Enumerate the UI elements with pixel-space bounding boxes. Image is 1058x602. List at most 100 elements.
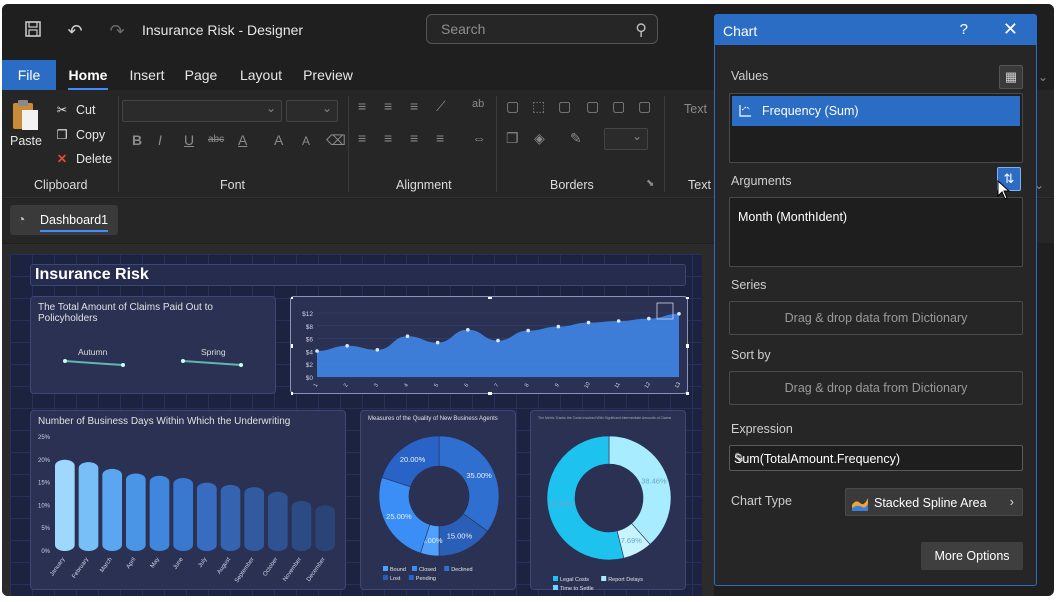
expression-field[interactable]: Sum(TotalAmount.Frequency) ✎ ⌄ <box>729 445 1023 471</box>
ribbon-expand-icon[interactable]: ⌄ <box>1038 70 1049 84</box>
align-left-icon[interactable]: ≡ <box>358 130 367 146</box>
legend-label: Report Delays <box>608 577 643 583</box>
arguments-box[interactable]: Month (MonthIdent) <box>729 197 1023 267</box>
claims-panel[interactable]: The Total Amount of Claims Paid Out to P… <box>30 296 276 394</box>
charttype-button[interactable]: Stacked Spline Area › <box>845 488 1023 516</box>
underline-icon[interactable]: U <box>184 132 195 148</box>
copy-button[interactable]: ❐ Copy <box>54 127 105 142</box>
y-tick-label: $8 <box>306 324 314 331</box>
ribbon-collapse-icon[interactable]: ⌄ <box>1034 178 1045 192</box>
border-color-icon[interactable]: ✎ <box>570 130 582 146</box>
group-label-clipboard: Clipboard <box>34 178 88 192</box>
wrap-text-icon[interactable]: ab <box>472 98 485 110</box>
tab-preview[interactable]: Preview <box>303 67 353 83</box>
fill-color-icon[interactable]: ◈ <box>534 130 545 146</box>
font-family-combo[interactable] <box>122 100 282 122</box>
paste-button[interactable]: Paste <box>10 134 42 148</box>
dashboard-canvas[interactable]: Insurance Risk The Total Amount of Claim… <box>10 254 702 596</box>
more-options-button[interactable]: More Options <box>921 542 1023 570</box>
dialog-launcher-icon[interactable]: ⬊ <box>646 178 655 189</box>
ribbon-separator <box>496 96 497 192</box>
save-icon[interactable] <box>22 20 44 42</box>
sortby-drop-zone[interactable]: Drag & drop data from Dictionary <box>729 371 1023 405</box>
values-table-icon[interactable]: ▦ <box>999 65 1023 89</box>
bar-chart: 25% 20% 15% 10% 5% 0% January February March Apri… <box>38 435 335 584</box>
paste-icon[interactable] <box>10 98 40 132</box>
bar <box>244 487 264 551</box>
border-all-icon[interactable]: ▢ <box>506 98 520 114</box>
align-center-icon[interactable]: ≡ <box>384 130 393 146</box>
border-none-icon[interactable]: ⬚ <box>532 98 546 114</box>
tab-insert[interactable]: Insert <box>129 67 165 83</box>
dashboard-title[interactable]: Insurance Risk <box>30 264 686 286</box>
border-bottom-icon[interactable]: ▢ <box>612 98 626 114</box>
tab-layout[interactable]: Layout <box>239 67 283 83</box>
legend-swatch <box>553 576 558 581</box>
border-right-icon[interactable]: ▢ <box>638 98 652 114</box>
shadow-icon[interactable]: ❐ <box>506 130 519 146</box>
business-days-title: Number of Business Days Within Which the… <box>38 416 291 427</box>
values-label: Values <box>731 69 769 83</box>
y-tick-label: 20% <box>38 458 51 464</box>
x-tick-label: March <box>99 557 113 574</box>
values-item[interactable]: Frequency (Sum) <box>732 96 1020 126</box>
legend-label: Pending <box>416 576 436 582</box>
arguments-item[interactable]: Month (MonthIdent) <box>738 210 848 224</box>
area-chart: $12$8$6$4$2$01 2 3 4 5 6 7 8 9 10 11 12 13 <box>291 297 689 395</box>
quality-panel[interactable]: Measures of the Quality of New Business … <box>360 410 516 590</box>
help-icon[interactable]: ? <box>959 21 968 38</box>
donut-slice <box>546 435 625 561</box>
metric-panel[interactable]: The Metric Tracks the Costs Involved Wit… <box>530 410 686 591</box>
border-top-icon[interactable]: ▢ <box>558 98 572 114</box>
x-tick-label: 10 <box>584 381 592 389</box>
x-tick-label: 11 <box>614 382 622 390</box>
font-size-combo[interactable] <box>286 100 338 122</box>
search-icon: ⚲ <box>635 22 647 39</box>
justify-icon[interactable]: ≡ <box>436 130 445 146</box>
charttype-value: Stacked Spline Area <box>874 496 987 510</box>
dashboard-title-text: Insurance Risk <box>35 266 149 283</box>
text-combo[interactable]: Text <box>684 102 707 116</box>
align-right-icon[interactable]: ≡ <box>410 130 419 146</box>
mouse-cursor-icon <box>997 180 1011 200</box>
group-label-text: Text <box>688 178 711 192</box>
area-chart-panel[interactable]: $12 $8 $6 $4 $2 $0 1 2 3 4 5 6 7 8 9 10 11 12 13 <box>290 296 689 395</box>
close-icon[interactable]: ✕ <box>1002 19 1018 39</box>
shrink-font-icon[interactable]: A <box>302 134 311 148</box>
data-point <box>526 328 530 333</box>
data-point <box>556 324 561 329</box>
delete-button[interactable]: ✕ Delete <box>54 151 112 166</box>
merge-icon[interactable]: ⇔ <box>472 130 486 146</box>
font-color-icon[interactable]: A <box>238 132 248 148</box>
cut-button[interactable]: ✂ Cut <box>54 102 96 117</box>
align-middle-icon[interactable]: ≡ <box>384 98 393 114</box>
tab-page[interactable]: Page <box>184 67 218 83</box>
border-width-combo[interactable] <box>604 128 648 150</box>
values-box[interactable]: Frequency (Sum) <box>729 93 1023 163</box>
donut-slice <box>381 435 440 488</box>
italic-icon[interactable]: I <box>158 132 162 148</box>
edit-icon[interactable]: ✎ <box>734 450 745 465</box>
clear-format-icon[interactable]: ⌫ <box>326 132 346 148</box>
grow-font-icon[interactable]: A <box>274 132 284 148</box>
cut-label: Cut <box>76 103 96 117</box>
chevron-down-icon[interactable]: ⌄ <box>734 449 745 464</box>
series-drop-zone[interactable]: Drag & drop data from Dictionary <box>729 301 1023 335</box>
align-bottom-icon[interactable]: ≡ <box>410 98 419 114</box>
tab-dashboard1[interactable]: ◔ Dashboard1 <box>10 205 118 235</box>
redo-icon[interactable]: ↷ <box>109 21 125 41</box>
tab-file[interactable]: File <box>2 60 56 90</box>
business-days-panel[interactable]: Number of Business Days Within Which the… <box>30 410 346 590</box>
bold-icon[interactable]: B <box>132 132 143 148</box>
strikethrough-icon[interactable]: abc <box>208 134 225 145</box>
text-angle-icon[interactable]: ⟋ <box>436 98 446 114</box>
slice-label: 35.00% <box>466 471 492 480</box>
window-title: Insurance Risk - Designer <box>142 22 304 38</box>
search-input[interactable]: Search ⚲ <box>426 14 658 44</box>
ribbon-separator <box>118 96 119 192</box>
x-tick-label: 1 <box>313 383 320 389</box>
border-left-icon[interactable]: ▢ <box>586 98 600 114</box>
align-top-icon[interactable]: ≡ <box>358 98 367 114</box>
undo-icon[interactable]: ↶ <box>67 21 83 41</box>
tab-home[interactable]: Home <box>64 60 112 90</box>
